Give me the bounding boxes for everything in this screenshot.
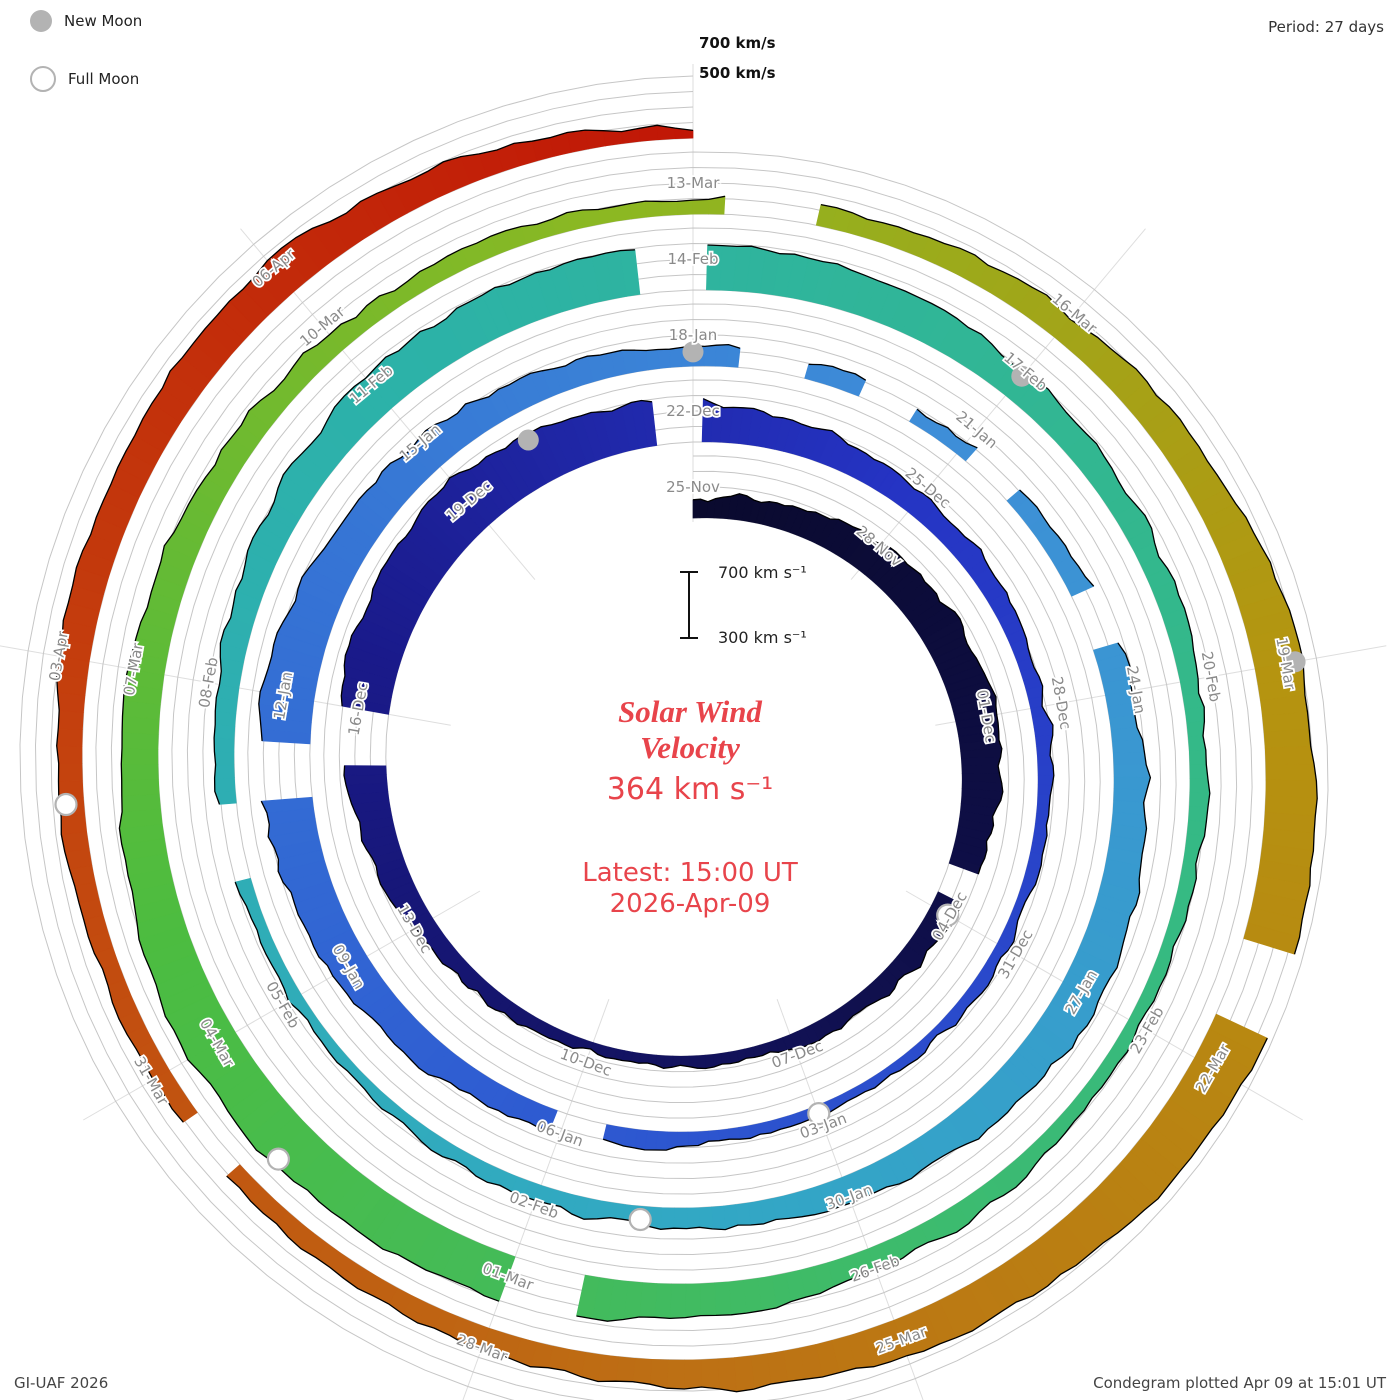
full-moon-icon bbox=[30, 66, 56, 92]
legend-full-moon-label: Full Moon bbox=[68, 70, 140, 88]
plotted-timestamp: Condegram plotted Apr 09 at 15:01 UT bbox=[1093, 1374, 1386, 1392]
new-moon-marker bbox=[1284, 651, 1306, 673]
current-velocity-value: 364 km s⁻¹ bbox=[606, 772, 774, 807]
scale-500-label: 500 km/s bbox=[699, 64, 776, 82]
spiral-date-label: 22-Dec bbox=[666, 402, 720, 420]
new-moon-marker bbox=[1011, 365, 1033, 387]
full-moon-marker bbox=[54, 792, 78, 817]
credit-label: GI-UAF 2026 bbox=[14, 1374, 109, 1392]
legend-new-moon-label: New Moon bbox=[64, 12, 143, 30]
chart-title-line1: Solar Wind bbox=[618, 694, 762, 729]
spiral-date-label: 14-Feb bbox=[667, 250, 718, 268]
spiral-date-label: 13-Mar bbox=[667, 174, 721, 192]
spiral-date-label: 18-Jan bbox=[669, 326, 717, 344]
spiral-date-label: 06-Jan bbox=[534, 1117, 586, 1150]
legend-full-moon: Full Moon bbox=[30, 66, 139, 92]
latest-time-block: Latest: 15:00 UT 2026-Apr-09 bbox=[440, 858, 940, 920]
chart-title-line2: Velocity bbox=[640, 730, 740, 765]
spiral-date-label: 25-Nov bbox=[666, 478, 720, 496]
spiral-date-label: 20-Feb bbox=[1198, 650, 1225, 703]
scale-700-label: 700 km/s bbox=[699, 34, 776, 52]
scalebar-top-label: 700 km s⁻¹ bbox=[718, 563, 807, 582]
legend-new-moon: New Moon bbox=[30, 10, 142, 32]
new-moon-marker bbox=[517, 429, 539, 451]
full-moon-marker bbox=[266, 1147, 290, 1171]
new-moon-marker bbox=[682, 341, 704, 363]
period-label: Period: 27 days bbox=[1268, 18, 1384, 36]
new-moon-icon bbox=[30, 10, 52, 32]
chart-title: Solar Wind Velocity bbox=[440, 694, 940, 766]
velocity-scalebar bbox=[680, 571, 698, 639]
full-moon-marker bbox=[936, 903, 960, 927]
full-moon-marker bbox=[807, 1101, 831, 1126]
scalebar-bottom-label: 300 km s⁻¹ bbox=[718, 628, 807, 647]
latest-time-label: Latest: 15:00 UT bbox=[582, 858, 798, 888]
full-moon-marker bbox=[628, 1207, 652, 1232]
latest-date-label: 2026-Apr-09 bbox=[609, 889, 771, 919]
